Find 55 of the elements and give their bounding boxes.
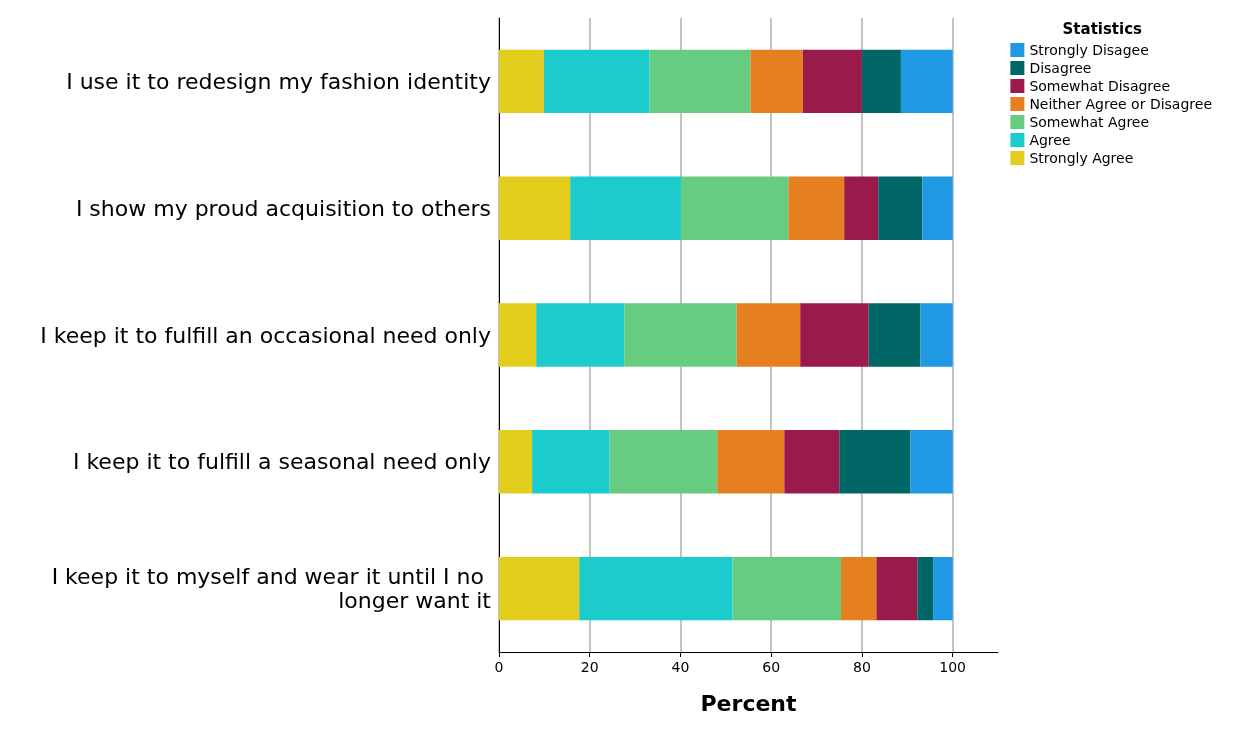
legend-label: Strongly Agree [1029, 150, 1134, 166]
bar [784, 430, 840, 494]
legend-label: Neither Agree or Disagree [1029, 96, 1212, 112]
x-tick-label: 20 [580, 659, 599, 675]
x-axis-title: Percent [700, 690, 797, 716]
bar [499, 556, 580, 621]
bar [900, 49, 953, 114]
legend-label: Disagree [1029, 60, 1092, 76]
legend-label: Somewhat Agree [1029, 114, 1150, 130]
bar [841, 556, 877, 621]
bar [499, 49, 544, 114]
bar [750, 49, 803, 114]
bar [717, 430, 785, 494]
y-tick-label: I show my proud acquisition to others [75, 195, 491, 221]
bar [861, 49, 901, 114]
bar [920, 303, 953, 367]
x-tick-label: 80 [853, 659, 871, 675]
y-tick-label: I keep it to fulfill a seasonal need only [72, 449, 491, 475]
bar [732, 556, 842, 621]
x-tick-label: 100 [939, 659, 966, 675]
bar [532, 430, 610, 494]
bar [543, 49, 650, 114]
x-tick-label: 40 [671, 659, 690, 675]
bar [570, 176, 681, 240]
y-tick-label: I keep it to myself and wear it until I no longer want it [51, 564, 492, 614]
bar [933, 556, 953, 621]
bar [624, 303, 737, 367]
bar [579, 556, 733, 621]
bar [499, 303, 537, 367]
bar [876, 556, 918, 621]
bar [802, 49, 862, 114]
bar [536, 303, 625, 367]
bar [680, 176, 789, 240]
bar [499, 430, 533, 494]
bar [878, 176, 923, 240]
x-tick-label: 60 [762, 659, 781, 675]
bar [649, 49, 751, 114]
legend-title: Statistics [1062, 19, 1143, 38]
bar [800, 303, 869, 367]
y-tick-label: I use it to redesign my fashion identity [66, 68, 491, 94]
bar [917, 556, 934, 621]
bar [844, 176, 879, 240]
bar [922, 176, 953, 240]
bar [839, 430, 911, 494]
bar [788, 176, 845, 240]
legend-label: Somewhat Disagree [1029, 78, 1171, 94]
bar [910, 430, 953, 494]
bar [609, 430, 718, 494]
x-tick-label: 0 [494, 659, 504, 675]
bar [736, 303, 801, 367]
legend-label: Agree [1029, 132, 1071, 148]
legend-label: Strongly Disagee [1029, 42, 1149, 58]
bar [868, 303, 921, 367]
y-tick-label: I keep it to fulfill an occasional need only [40, 322, 491, 348]
bar [499, 176, 571, 240]
